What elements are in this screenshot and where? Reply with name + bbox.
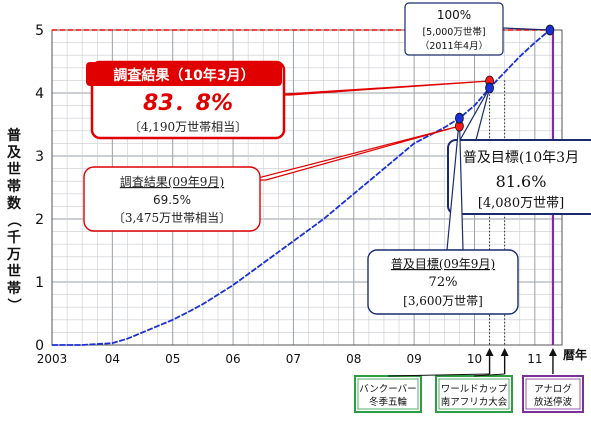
callout-box-target-2009	[367, 249, 519, 315]
y-axis-label-char: 普	[7, 127, 21, 144]
event-label: アナログ	[534, 383, 572, 395]
callout-box-target-2011	[404, 2, 504, 56]
x-tick-label: 09	[406, 352, 421, 366]
callout-title-bg-survey-2010	[86, 62, 282, 86]
event-label: ワールドカップ	[441, 384, 508, 395]
x-tick-label: 05	[165, 352, 180, 366]
callout-households-target-2010: [4,080万世帯]	[478, 196, 564, 211]
event-arrow-head	[485, 348, 494, 356]
callout-title-survey-2009: 調査結果(09年9月)	[120, 175, 224, 189]
y-tick-label: 1	[35, 275, 44, 291]
callout-households-survey-2010: 〔4,190万世帯相当〕	[129, 120, 247, 134]
x-tick-label: 07	[286, 352, 301, 366]
callout-pointer-target-2011	[502, 27, 550, 31]
y-axis-label-char: 帯	[7, 178, 21, 195]
y-axis-label-char: 世	[7, 161, 21, 178]
y-tick-label: 5	[35, 23, 44, 39]
callout-households-survey-2009: 〔3,475万世帯相当〕	[113, 211, 231, 225]
callout-value-target-2010: 81.6%	[496, 172, 547, 191]
y-axis-label-char: （	[5, 213, 21, 227]
y-axis-label-char: 帯	[7, 280, 21, 297]
y-axis-label-char: ）	[5, 298, 21, 312]
callout-value-target-2009: 72%	[429, 275, 458, 290]
event-box	[435, 375, 513, 413]
y-axis-label-char: 数	[7, 195, 22, 212]
event-label: 冬季五輪	[369, 396, 408, 408]
event-box	[522, 375, 584, 413]
x-tick-label: 06	[225, 352, 240, 366]
callouts: 調査結果（10年3月） 83．8% 〔4,190万世帯相当〕調査結果(09年9月) 6…	[83, 2, 591, 315]
highlight-points	[454, 24, 555, 132]
callout-date-target-2011: （2011年4月）	[420, 40, 488, 52]
highlight-point	[545, 24, 555, 36]
highlight-point	[485, 82, 494, 94]
y-tick-label: 4	[35, 86, 44, 102]
event-connector	[473, 373, 505, 377]
callout-title-target-2009: 普及目標(09年9月)	[391, 257, 495, 271]
callout-title-target-2010: 普及目標(10年3月	[463, 150, 579, 166]
y-tick-label: 2	[35, 212, 44, 228]
highlight-point	[454, 112, 464, 124]
callout-value-survey-2010: 83．8%	[143, 91, 233, 116]
event-box-inner	[357, 378, 419, 410]
callout-value-target-2011: 100%	[437, 8, 471, 22]
y-axis-label-char: 及	[7, 145, 22, 161]
y-tick-label: 3	[35, 149, 44, 165]
x-tick-label: 08	[346, 352, 361, 366]
event-arrow-head	[500, 348, 509, 356]
event-label: バンクーバー	[359, 384, 416, 395]
callout-households-target-2011: [5,000万世帯]	[422, 26, 485, 38]
event-connector	[387, 373, 490, 377]
event-label: 放送停波	[534, 396, 573, 408]
event-arrow-head	[548, 348, 557, 356]
event-label: 南アフリカ大会	[441, 396, 508, 408]
callout-value-survey-2009: 69.5%	[153, 193, 191, 207]
callout-households-target-2009: [3,600万世帯]	[403, 294, 483, 308]
event-box-inner	[525, 378, 581, 410]
x-tick-label: 2003	[37, 352, 68, 366]
y-axis-label-char: 千	[7, 229, 21, 246]
callout-box-target-2010	[447, 139, 591, 215]
event-box-inner	[438, 378, 510, 410]
x-tick-label: 10	[467, 352, 482, 366]
y-axis-label-char: 万	[6, 247, 21, 263]
callout-box-survey-2009	[83, 166, 261, 232]
x-axis-label: 暦年	[563, 347, 587, 362]
x-tick-label: 11	[527, 352, 542, 366]
y-axis-label-char: 世	[7, 263, 21, 280]
x-tick-label: 04	[105, 352, 120, 366]
callout-title-survey-2010: 調査結果（10年3月）	[113, 67, 254, 84]
y-tick-label: 0	[35, 338, 44, 354]
